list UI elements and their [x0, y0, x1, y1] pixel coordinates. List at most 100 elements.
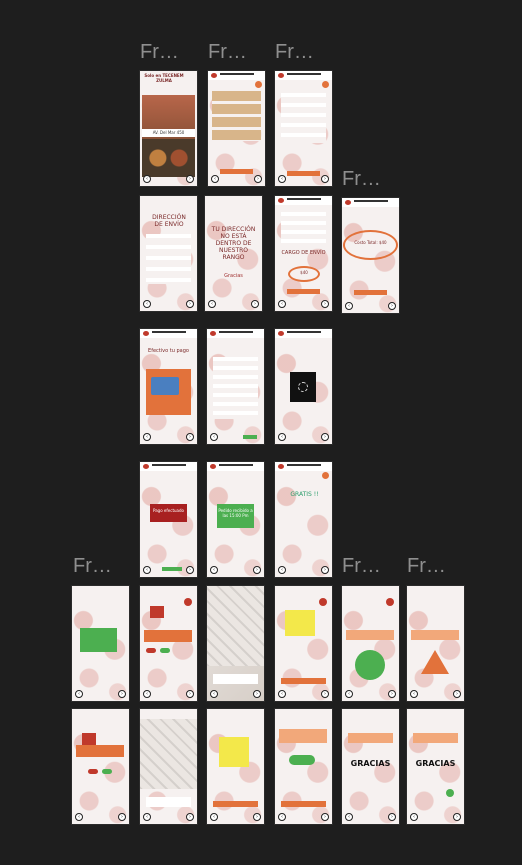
next-button[interactable]: › [321, 300, 329, 308]
frame-r6-2[interactable]: ‹ › [140, 709, 197, 824]
prev-button[interactable]: ‹ [278, 300, 286, 308]
frame-r5-1[interactable]: ‹ › [72, 586, 129, 701]
frame-label-r1a[interactable]: Fr… [140, 41, 179, 63]
frame-out-of-range[interactable]: TU DIRECCIÓN NO ESTÁ DENTRO DE NUESTRO R… [205, 196, 262, 311]
bell-icon[interactable] [255, 81, 262, 88]
frame-r5-6[interactable]: ‹ › [407, 586, 464, 701]
continue-button[interactable] [287, 171, 320, 176]
frame-label-r1c[interactable]: Fr… [275, 41, 314, 63]
next-button[interactable]: › [453, 813, 461, 821]
prev-button[interactable]: ‹ [278, 690, 286, 698]
frame-label-r5f[interactable]: Fr… [407, 555, 446, 577]
accept-button[interactable] [287, 289, 320, 294]
next-button[interactable]: › [186, 566, 194, 574]
bell-icon[interactable] [322, 81, 329, 88]
prev-button[interactable]: ‹ [143, 690, 151, 698]
yes-button[interactable] [102, 769, 112, 774]
next-button[interactable]: › [186, 433, 194, 441]
frame-r5-5[interactable]: ‹ › [342, 586, 399, 701]
next-button[interactable]: › [388, 302, 396, 310]
prev-button[interactable]: ‹ [210, 566, 218, 574]
prev-button[interactable]: ‹ [75, 813, 83, 821]
no-button[interactable] [146, 648, 156, 653]
frame-r6-6[interactable]: GRACIAS ‹ › [407, 709, 464, 824]
frame-menu-list[interactable]: ‹ › [208, 71, 265, 186]
prev-button[interactable]: ‹ [210, 813, 218, 821]
next-button[interactable]: › [118, 690, 126, 698]
submit-button[interactable] [243, 435, 257, 439]
prev-button[interactable]: ‹ [143, 175, 151, 183]
prev-button[interactable]: ‹ [211, 175, 219, 183]
note-card [219, 737, 249, 767]
frame-order-received[interactable]: Pedido recibido a las 15:00 Pm ‹ › [207, 462, 264, 577]
next-button[interactable]: › [253, 690, 261, 698]
prev-button[interactable]: ‹ [210, 690, 218, 698]
next-button[interactable]: › [253, 566, 261, 574]
next-button[interactable]: › [186, 813, 194, 821]
next-button[interactable]: › [388, 813, 396, 821]
frame-r5-2[interactable]: ‹ › [140, 586, 197, 701]
prev-button[interactable]: ‹ [143, 433, 151, 441]
crab-wallpaper [140, 586, 197, 701]
address-fields[interactable] [146, 234, 191, 284]
next-button[interactable]: › [186, 690, 194, 698]
prev-button[interactable]: ‹ [345, 302, 353, 310]
frame-label-r5e[interactable]: Fr… [342, 555, 381, 577]
bell-icon[interactable] [322, 472, 329, 479]
prev-button[interactable]: ‹ [278, 433, 286, 441]
frame-paid[interactable]: Pago efectuado ‹ › [140, 462, 197, 577]
next-button[interactable]: › [321, 566, 329, 574]
frame-r5-3[interactable]: ‹ › [207, 586, 264, 701]
next-button[interactable]: › [186, 175, 194, 183]
frame-menu[interactable]: Solo en TECENEM ZULMA AV. Del Mar 450 ‹ … [140, 71, 197, 186]
next-button[interactable]: › [253, 813, 261, 821]
prev-button[interactable]: ‹ [210, 433, 218, 441]
frame-address[interactable]: DIRECCIÓN DE ENVÍO ‹ › [140, 196, 197, 311]
frame-r6-4[interactable]: ‹ › [275, 709, 332, 824]
prev-button[interactable]: ‹ [278, 175, 286, 183]
prev-button[interactable]: ‹ [345, 690, 353, 698]
frame-total[interactable]: Costo Total: $40 ‹ › [342, 198, 399, 313]
next-button[interactable]: › [118, 813, 126, 821]
prev-button[interactable]: ‹ [208, 300, 216, 308]
next-button[interactable]: › [321, 433, 329, 441]
frame-pay-cash[interactable]: Efectivo tu pago ‹ › [140, 329, 197, 444]
prev-button[interactable]: ‹ [345, 813, 353, 821]
frame-form[interactable]: ‹ › [275, 71, 332, 186]
card-fields[interactable] [213, 357, 258, 419]
frame-r6-5[interactable]: GRACIAS ‹ › [342, 709, 399, 824]
frame-r6-1[interactable]: ‹ › [72, 709, 129, 824]
frame-delivery-cost[interactable]: CARGO DE ENVÍO $40 ‹ › [275, 196, 332, 311]
prev-button[interactable]: ‹ [143, 300, 151, 308]
next-button[interactable]: › [321, 175, 329, 183]
prev-button[interactable]: ‹ [143, 813, 151, 821]
form-fields[interactable] [281, 93, 326, 143]
next-button[interactable]: › [254, 175, 262, 183]
frame-loading[interactable]: ‹ › [275, 329, 332, 444]
yes-button[interactable] [160, 648, 170, 653]
prev-button[interactable]: ‹ [410, 690, 418, 698]
cost-fields[interactable] [281, 212, 326, 246]
prev-button[interactable]: ‹ [278, 566, 286, 574]
next-button[interactable]: › [251, 300, 259, 308]
frame-label-r5a[interactable]: Fr… [73, 555, 112, 577]
next-button[interactable]: › [321, 690, 329, 698]
frame-label-r1b[interactable]: Fr… [208, 41, 247, 63]
next-button[interactable]: › [321, 813, 329, 821]
frame-free[interactable]: GRATIS !! ‹ › [275, 462, 332, 577]
prev-button[interactable]: ‹ [410, 813, 418, 821]
next-button[interactable]: › [186, 300, 194, 308]
next-button[interactable]: › [453, 690, 461, 698]
frame-r6-3[interactable]: ‹ › [207, 709, 264, 824]
prev-button[interactable]: ‹ [278, 813, 286, 821]
frame-r5-4[interactable]: ‹ › [275, 586, 332, 701]
frame-label-r1d[interactable]: Fr… [342, 168, 381, 190]
prev-button[interactable]: ‹ [143, 566, 151, 574]
frame-card-form[interactable]: ‹ [207, 329, 264, 444]
prev-button[interactable]: ‹ [75, 690, 83, 698]
next-button[interactable]: › [388, 690, 396, 698]
order-button[interactable] [220, 169, 253, 174]
message-card [411, 630, 459, 640]
no-button[interactable] [88, 769, 98, 774]
pay-button[interactable] [354, 290, 387, 295]
